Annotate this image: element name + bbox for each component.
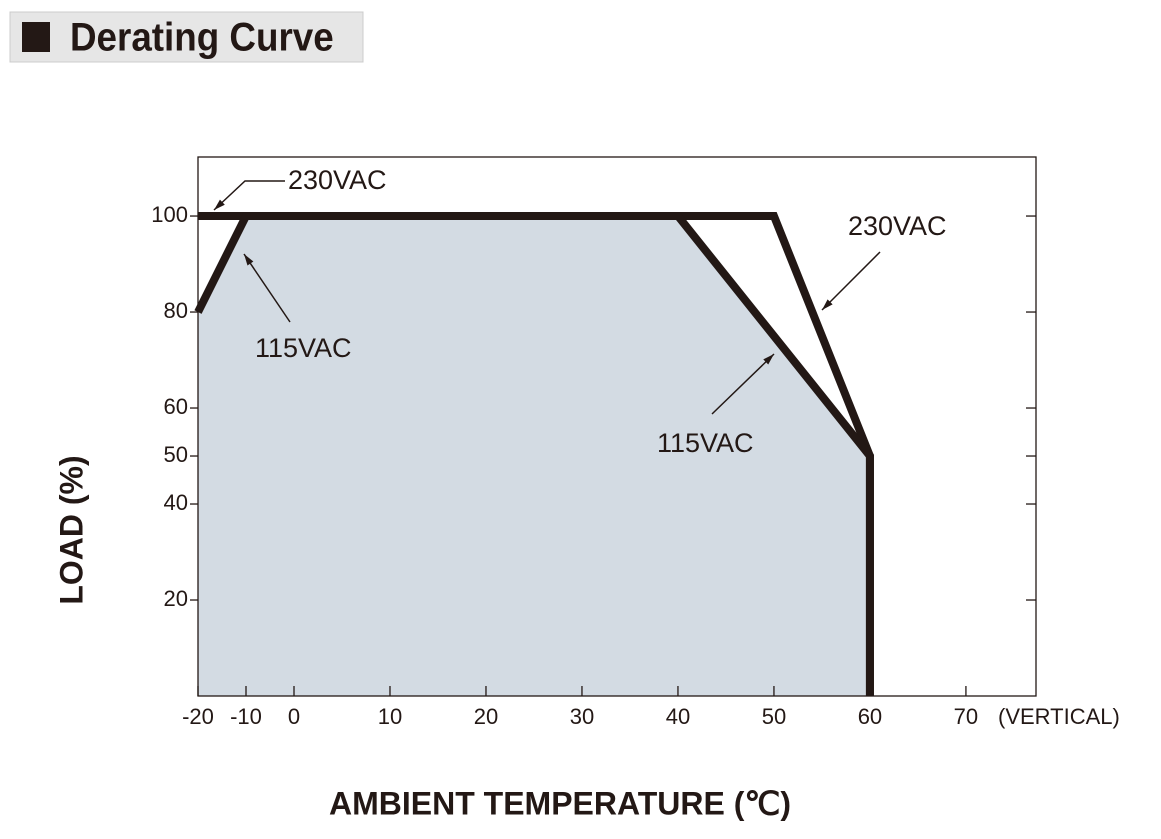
y-tick-label: 60 [164, 394, 188, 419]
annotation: 115VAC [657, 428, 754, 458]
annotation: 230VAC [288, 165, 387, 195]
annotation-arrow [214, 199, 225, 210]
y-axis-label: LOAD (%) [53, 455, 89, 604]
y-tick-label: 100 [151, 202, 188, 227]
annotation-arrow [244, 254, 254, 266]
x-tick-label: 70 [954, 704, 978, 729]
annotation-arrow [763, 354, 774, 365]
y-tick-label: 20 [164, 586, 188, 611]
annotation-leader [711, 353, 775, 415]
x-tick-label: 10 [378, 704, 402, 729]
annotation-leader [213, 180, 285, 211]
y-tick-label: 50 [164, 442, 188, 467]
plot-frame [197, 156, 1037, 697]
x-tick-label: -10 [230, 704, 262, 729]
title-bullet [22, 22, 50, 52]
chart-title: Derating Curve [70, 15, 334, 60]
x-tick-label: 30 [570, 704, 594, 729]
y-tick-label: 40 [164, 490, 188, 515]
area [198, 216, 870, 696]
annotation: 115VAC [255, 333, 352, 363]
annotation: 230VAC [848, 211, 947, 241]
x-tick-label: 60 [858, 704, 882, 729]
y-tick-label: 80 [164, 298, 188, 323]
x-tick-label: 50 [762, 704, 786, 729]
x-tick-label: 20 [474, 704, 498, 729]
annotation-leader [243, 253, 291, 323]
x-tick-label: -20 [182, 704, 214, 729]
annotation-arrow [822, 299, 833, 310]
x-tick-label: 40 [666, 704, 690, 729]
x-axis-label: AMBIENT TEMPERATURE (℃) [329, 785, 791, 821]
x-axis-note: (VERTICAL) [998, 704, 1120, 729]
annotation-leader [821, 251, 881, 311]
series-line [194, 212, 874, 696]
x-tick-label: 0 [288, 704, 300, 729]
title-box [9, 11, 364, 63]
